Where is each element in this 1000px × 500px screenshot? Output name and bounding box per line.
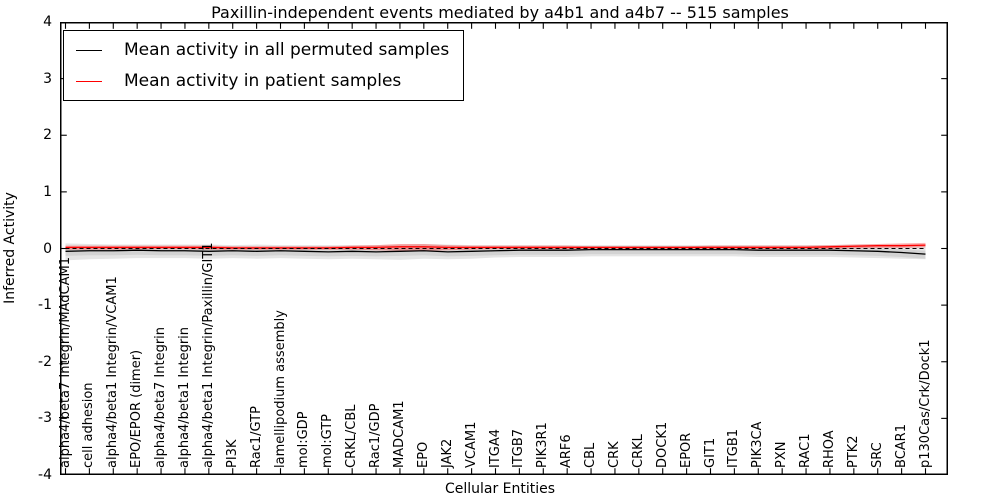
y-tick-label: 3 [43,70,52,87]
y-tick-label: -1 [38,297,52,314]
x-tick-label: PIK3CA [750,421,766,468]
x-tick-label: Rac1/GDP [368,403,384,468]
x-tick-label: p130Cas/Crk/Dock1 [917,339,933,468]
plot-canvas [60,22,948,475]
x-tick-label: alpha4/beta7 Integrin/MAdCAM1 [57,257,73,468]
x-tick-label: PIK3R1 [535,422,551,468]
x-tick-label: mol:GDP [296,411,312,468]
x-tick-label: alpha4/beta1 Integrin/Paxillin/GIT1 [200,242,216,468]
x-tick-label: MADCAM1 [391,400,407,468]
x-tick-label: EPO [415,441,431,468]
y-tick-label: -3 [38,410,52,427]
x-tick-label: DOCK1 [654,421,670,468]
x-tick-label: Rac1/GTP [248,406,264,468]
x-tick-label: alpha4/beta1 Integrin/VCAM1 [105,276,121,468]
y-tick-label: 4 [43,14,52,30]
x-tick-label: CRKL/CBL [344,404,360,469]
x-tick-label: cell adhesion [81,382,97,468]
x-tick-label: JAK2 [439,438,455,468]
plot-frame [60,22,948,475]
x-tick-label: EPO/EPOR (dimer) [129,349,145,468]
legend-entry-permuted: Mean activity in all permuted samples [76,39,449,61]
chart-title: Paxillin-independent events mediated by … [211,3,789,22]
y-tick-label: 1 [43,183,52,200]
x-tick-label: EPOR [678,432,694,468]
x-tick-label: RAC1 [798,433,814,468]
x-tick-label: ITGA4 [487,428,503,468]
x-tick-label: alpha4/beta1 Integrin [176,326,192,468]
legend-label-permuted: Mean activity in all permuted samples [124,40,450,60]
x-tick-label: mol:GTP [320,414,336,468]
legend-label-patient: Mean activity in patient samples [124,71,402,91]
x-tick-label: PTK2 [845,435,861,468]
x-tick-label: RHOA [821,430,837,468]
red-line-swatch-icon [76,80,102,82]
x-tick-label: ITGB1 [726,428,742,468]
x-tick-label: VCAM1 [463,421,479,468]
x-tick-label: PXN [774,441,790,468]
black-line-swatch-icon [76,49,102,51]
y-tick-label: -2 [38,353,52,370]
legend: Mean activity in all permuted samples Me… [63,30,465,101]
x-axis-title: Cellular Entities [444,481,556,497]
y-tick-label: 2 [43,127,52,144]
y-tick-label: 0 [43,240,52,257]
x-tick-label: GIT1 [702,437,718,468]
series-line-1 [65,244,926,249]
x-tick-label: alpha4/beta7 Integrin [153,326,169,468]
x-tick-label: ARF6 [559,434,575,468]
x-tick-label: lamellipodium assembly [272,310,288,468]
x-tick-label: SRC [869,442,885,468]
legend-entry-patient: Mean activity in patient samples [76,70,449,92]
x-tick-label: CRKL [630,434,646,468]
x-tick-label: PI3K [224,439,240,468]
x-tick-label: BCAR1 [893,424,909,468]
y-tick-label: -4 [38,467,52,483]
x-tick-label: ITGB7 [511,428,527,468]
x-tick-label: CRK [606,441,622,468]
series-line-0 [65,248,926,255]
y-axis-title: Inferred Activity [2,192,18,304]
x-tick-label: CBL [583,442,599,468]
